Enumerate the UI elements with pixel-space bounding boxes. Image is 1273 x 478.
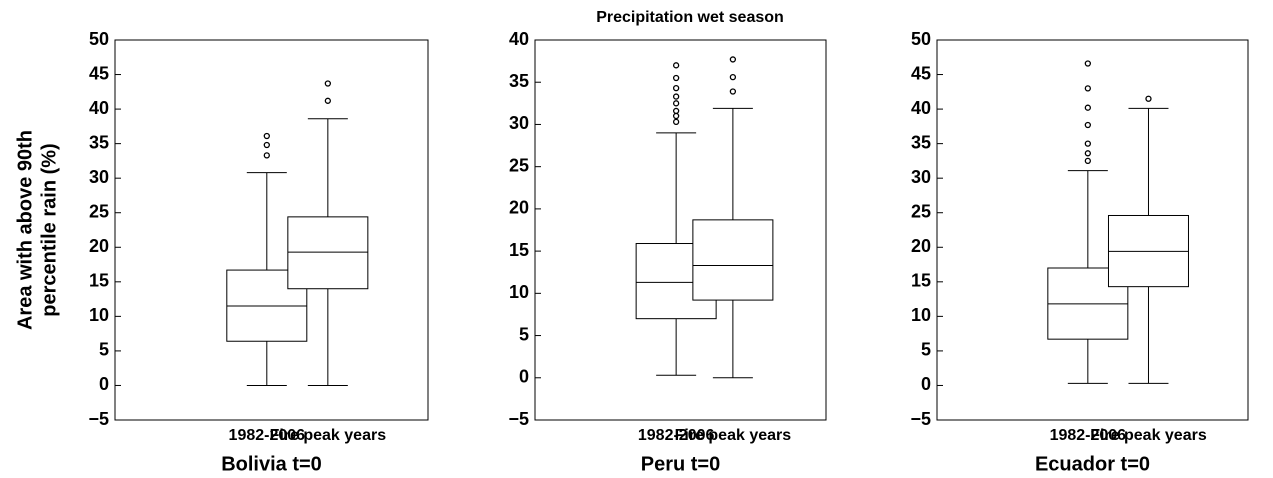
y-tick-label: 40 (89, 98, 109, 118)
y-tick-label: −5 (88, 409, 109, 429)
y-tick-label: 50 (89, 29, 109, 49)
outlier (672, 118, 680, 126)
y-tick-label: 25 (89, 201, 109, 221)
y-tick-label: 5 (921, 340, 931, 360)
y-tick-label: 10 (89, 305, 109, 325)
outlier (672, 100, 680, 107)
x-axis-label: Bolivia t=0 (221, 453, 322, 475)
x-tick-label: Fire peak years (675, 427, 792, 444)
y-tick-label: 30 (509, 113, 529, 133)
y-tick-label: 40 (911, 98, 931, 118)
x-tick-label: 1982-2006 (1050, 427, 1127, 444)
x-tick-label: 1982-2006 (638, 427, 715, 444)
x-tick-label: Fire peak years (270, 427, 387, 444)
y-tick-label: 30 (89, 167, 109, 187)
x-axis-label: Ecuador t=0 (1035, 453, 1150, 475)
y-tick-label: 15 (911, 271, 931, 291)
outlier (672, 107, 680, 115)
y-tick-label: 45 (89, 63, 109, 83)
y-tick-label: 20 (911, 236, 931, 256)
outlier (1084, 104, 1091, 111)
outlier (729, 56, 737, 63)
outlier (263, 132, 270, 140)
outlier (324, 80, 331, 87)
plot-frame (936, 39, 1249, 421)
y-tick-label: 20 (509, 198, 529, 218)
box (287, 216, 369, 290)
y-tick-label: 5 (99, 340, 109, 360)
y-tick-label: 20 (89, 236, 109, 256)
outlier (672, 112, 680, 120)
outlier (1084, 60, 1091, 67)
x-axis-label: Peru t=0 (641, 453, 720, 475)
outlier (263, 141, 270, 149)
outlier (1084, 85, 1091, 92)
plot-frame (114, 39, 429, 421)
y-tick-label: 35 (509, 71, 529, 91)
outlier (729, 74, 737, 81)
y-tick-label: 0 (519, 367, 529, 387)
outlier (672, 84, 680, 92)
outlier (672, 74, 680, 82)
y-tick-label: 45 (911, 63, 931, 83)
outlier (1145, 95, 1152, 102)
y-tick-label: 40 (509, 29, 529, 49)
outlier (1084, 157, 1091, 165)
outlier (729, 88, 737, 95)
x-tick-label: 1982-2006 (229, 427, 306, 444)
outlier (1084, 121, 1091, 129)
outlier (263, 152, 270, 159)
box (692, 219, 774, 301)
y-tick-label: 15 (509, 240, 529, 260)
y-tick-label: 35 (911, 132, 931, 152)
outlier (1084, 150, 1091, 157)
plot-frame (534, 39, 827, 421)
y-tick-label: 15 (89, 271, 109, 291)
y-tick-label: 50 (911, 29, 931, 49)
y-tick-label: 25 (911, 201, 931, 221)
figure-title: Precipitation wet season (596, 9, 784, 26)
y-tick-label: −5 (508, 409, 529, 429)
y-tick-label: 30 (911, 167, 931, 187)
outlier (672, 62, 680, 69)
y-tick-label: 5 (519, 324, 529, 344)
y-tick-label: 35 (89, 132, 109, 152)
x-tick-label: Fire peak years (1090, 427, 1207, 444)
y-tick-label: 10 (509, 282, 529, 302)
outlier (672, 93, 680, 100)
y-tick-label: 0 (921, 374, 931, 394)
y-axis-label: percentile rain (%) (38, 143, 60, 316)
outlier (324, 97, 331, 104)
outlier (1084, 140, 1091, 147)
y-axis-label: Area with above 90th (14, 130, 36, 330)
y-tick-label: −5 (910, 409, 931, 429)
y-tick-label: 25 (509, 155, 529, 175)
y-tick-label: 0 (99, 374, 109, 394)
y-tick-label: 10 (911, 305, 931, 325)
